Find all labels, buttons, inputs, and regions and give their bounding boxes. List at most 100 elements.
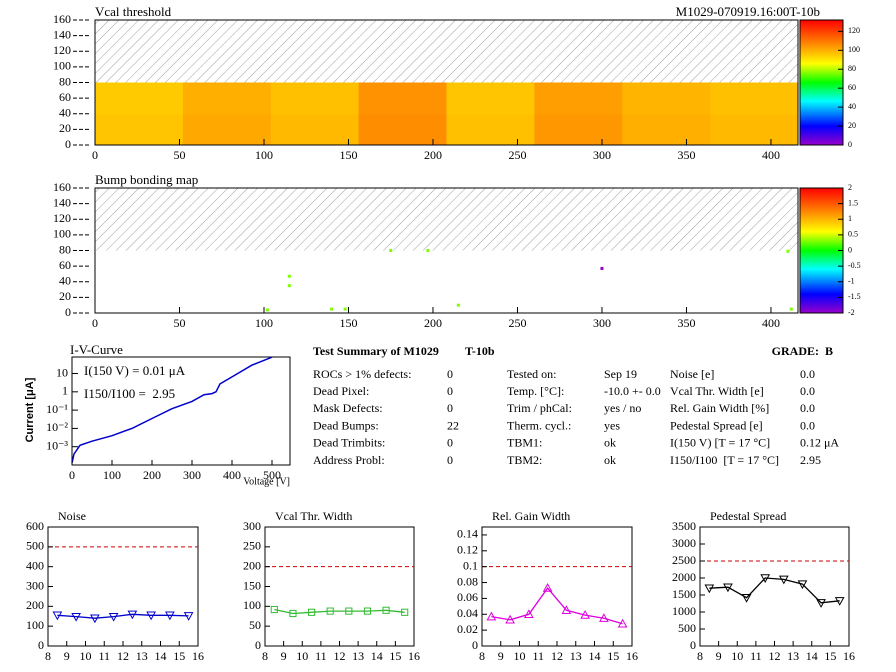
y-tick-label: 0.08 [457, 574, 478, 588]
summary-value: 0 [447, 453, 453, 467]
y-tick-label: 300 [26, 578, 44, 592]
module-name: T-10b [465, 344, 495, 358]
heatmap-cell [710, 82, 799, 115]
y-tick-label: 20 [59, 289, 71, 303]
summary-value: Sep 19 [604, 367, 637, 381]
heatmap-cell [270, 113, 360, 146]
x-tick-label: 12 [551, 649, 563, 663]
z-tick-label: -1.5 [848, 292, 861, 301]
z-tick-label: 40 [848, 102, 856, 111]
y-tick-label: 120 [53, 211, 71, 225]
data-point [741, 594, 752, 603]
x-tick-label: 12 [769, 649, 781, 663]
summary-label: TBM2: [507, 453, 542, 467]
y-tick-label: 120 [53, 43, 71, 57]
bump-point [287, 274, 291, 278]
x-tick-label: 11 [315, 649, 327, 663]
y-tick-label: 300 [243, 519, 261, 533]
data-point [834, 597, 845, 606]
summary-value: 0.0 [800, 384, 815, 398]
y-tick-label: 500 [678, 621, 696, 635]
y-tick-label: 40 [59, 106, 71, 120]
y-tick-label: 400 [26, 558, 44, 572]
y-tick-label: 200 [243, 558, 261, 572]
no-data-area [95, 20, 798, 83]
plot-frame [94, 187, 799, 314]
grade: GRADE: B [772, 344, 833, 358]
z-tick-label: 100 [848, 45, 860, 54]
x-tick-label: 14 [589, 649, 601, 663]
x-tick-label: 500 [263, 468, 281, 482]
x-tick-label: 400 [762, 316, 780, 330]
z-tick-label: 2 [848, 183, 852, 192]
x-tick-label: 200 [424, 316, 442, 330]
summary-label: ROCs > 1% defects: [313, 367, 411, 381]
z-tick-label: 120 [848, 26, 860, 35]
summary-value: 0.12 μA [800, 436, 839, 450]
x-tick-label: 300 [593, 316, 611, 330]
heatmap-cell [182, 82, 272, 115]
x-tick-label: 8 [45, 649, 51, 663]
data-point [524, 609, 534, 618]
bump-point [426, 249, 430, 252]
x-tick-label: 9 [716, 649, 722, 663]
module-label: M1029-070919.16:00T-10b [676, 4, 820, 19]
y-tick-label: 200 [26, 598, 44, 612]
x-tick-label: 0 [92, 316, 98, 330]
x-tick-label: 15 [607, 649, 619, 663]
heatmap-cell [358, 82, 447, 115]
data-point [599, 613, 609, 622]
annotation: I(150 V) = 0.01 μA [84, 363, 186, 378]
data-point [617, 618, 628, 628]
x-tick-label: 250 [508, 316, 526, 330]
y-tick-label: 0.04 [457, 606, 478, 620]
chart-title: Pedestal Spread [710, 509, 786, 523]
data-point [363, 607, 372, 615]
data-point [52, 611, 63, 621]
summary-value: 22 [447, 418, 459, 432]
chart-title: Rel. Gain Width [492, 509, 570, 523]
data-point [307, 608, 316, 616]
x-tick-label: 14 [155, 649, 167, 663]
x-tick-label: 13 [136, 649, 148, 663]
y-tick-label: 0 [472, 638, 478, 652]
z-tick-label: 0 [848, 140, 852, 149]
summary-label: Dead Trimbits: [313, 436, 385, 450]
summary-label: Noise [e] [670, 367, 714, 381]
summary-label: Mask Defects: [313, 401, 383, 415]
x-tick-label: 50 [173, 148, 185, 162]
x-tick-label: 10 [514, 649, 526, 663]
y-tick-label: 150 [243, 578, 261, 592]
data-point [127, 610, 138, 620]
data-point [580, 610, 590, 619]
x-tick-label: 16 [626, 649, 638, 663]
summary-value: ok [604, 453, 616, 467]
y-tick-label: 10⁻² [46, 420, 68, 434]
x-tick-label: 9 [281, 649, 287, 663]
x-tick-label: 8 [479, 649, 485, 663]
x-tick-label: 100 [255, 316, 273, 330]
data-point [486, 611, 497, 621]
data-point [183, 612, 194, 621]
x-tick-label: 11 [98, 649, 110, 663]
x-tick-label: 100 [103, 468, 121, 482]
data-point [289, 609, 297, 618]
x-tick-label: 15 [389, 649, 401, 663]
bump-point [343, 307, 347, 311]
y-tick-label: 0 [38, 638, 44, 652]
y-tick-label: 250 [243, 539, 261, 553]
x-tick-label: 200 [424, 148, 442, 162]
y-tick-label: 1 [62, 384, 68, 398]
y-tick-label: 100 [53, 59, 71, 73]
data-point [778, 575, 789, 585]
x-tick-label: 13 [570, 649, 582, 663]
summary-label: Address Probl: [313, 453, 385, 467]
z-tick-label: 20 [848, 121, 856, 130]
chart-title: I-V-Curve [70, 342, 123, 357]
summary-label: Dead Bumps: [313, 418, 379, 432]
x-tick-label: 100 [255, 148, 273, 162]
x-tick-label: 0 [69, 468, 75, 482]
summary-label: Trim / phCal: [507, 401, 572, 415]
x-tick-label: 150 [339, 316, 357, 330]
data-point [90, 614, 100, 624]
